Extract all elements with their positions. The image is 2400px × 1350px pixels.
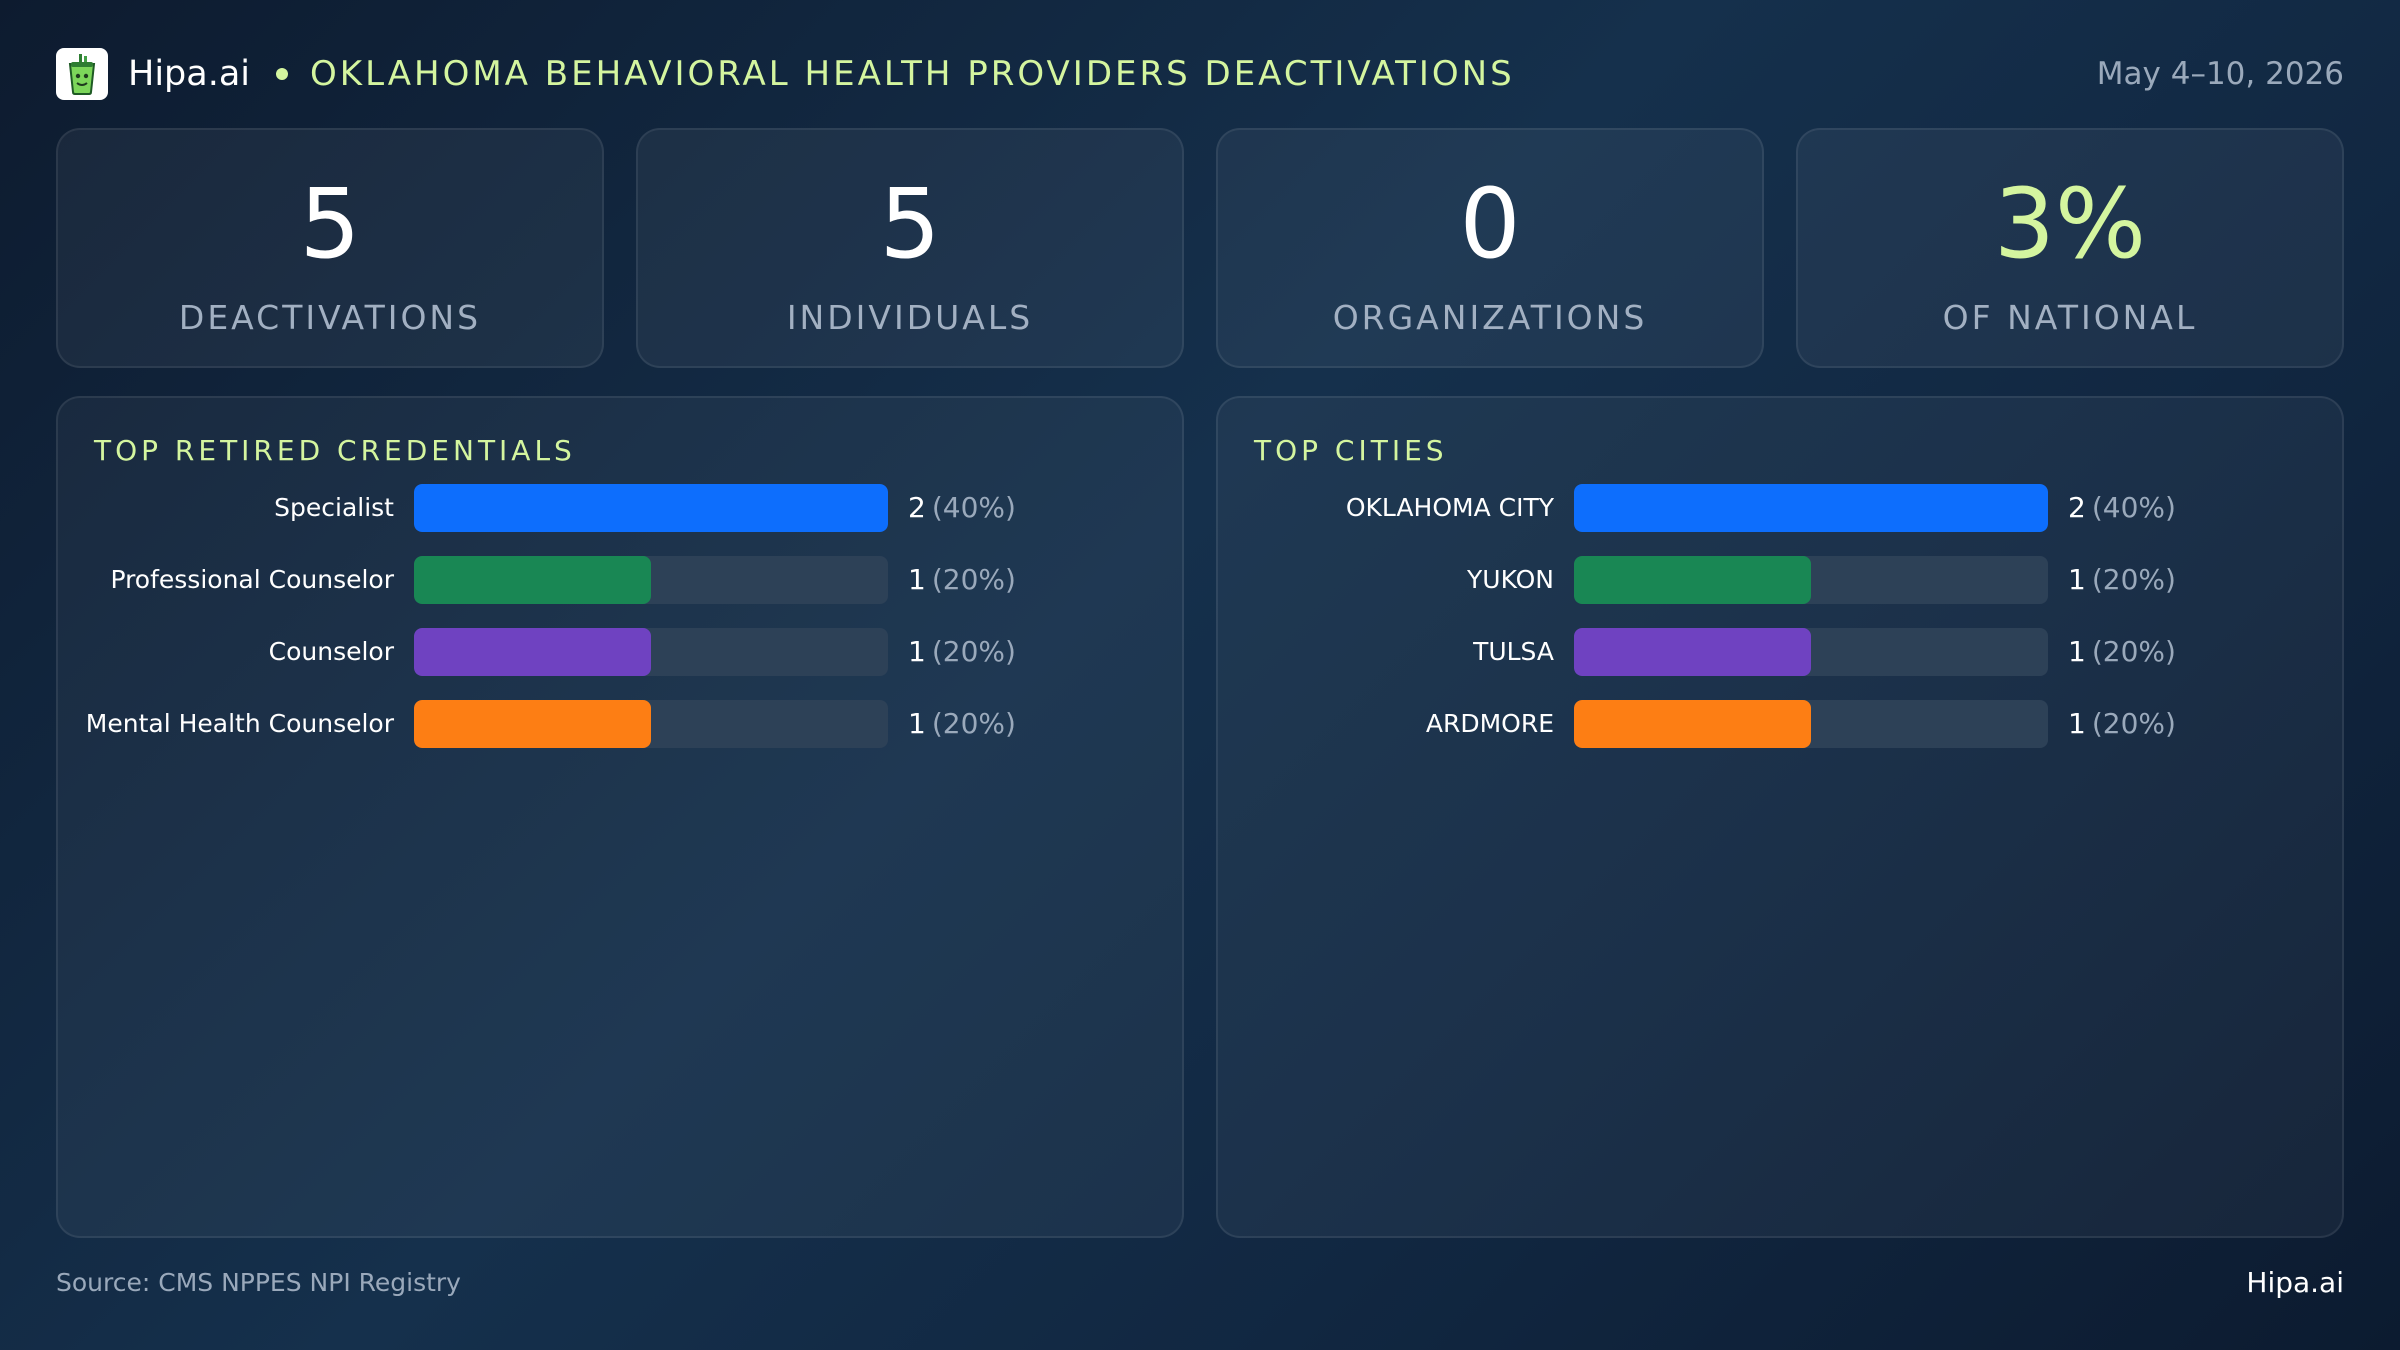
bar-track — [1574, 700, 2048, 748]
bar-rows: OKLAHOMA CITY 2 (40%) YUKON 1 (20%) TULSA 1 (20%… — [1218, 484, 2342, 772]
panel-title: TOP RETIRED CREDENTIALS — [94, 434, 576, 467]
bar-row: YUKON 1 (20%) — [1218, 556, 2342, 604]
bar-percent: (20%) — [931, 707, 1016, 740]
bar-label: OKLAHOMA CITY — [1345, 493, 1554, 522]
report-title: OKLAHOMA BEHAVIORAL HEALTH PROVIDERS DEA… — [310, 54, 1515, 94]
bar-count: 2 — [908, 491, 926, 524]
bar-track — [414, 628, 888, 676]
bar-value-label: 2 (40%) — [908, 484, 1016, 532]
bar — [1574, 628, 1811, 676]
brand-name: Hipa.ai — [128, 54, 251, 94]
panel-title: TOP CITIES — [1254, 434, 1448, 467]
bar-row: ARDMORE 1 (20%) — [1218, 700, 2342, 748]
stat-card-organizations: 0 ORGANIZATIONS — [1216, 128, 1764, 368]
bar-percent: (20%) — [2091, 635, 2176, 668]
stat-value: 5 — [879, 168, 941, 280]
bar-row: Counselor 1 (20%) — [58, 628, 1182, 676]
bar-value-label: 1 (20%) — [908, 628, 1016, 676]
bar-row: TULSA 1 (20%) — [1218, 628, 2342, 676]
bar-track — [1574, 556, 2048, 604]
bar-percent: (20%) — [931, 635, 1016, 668]
cup-icon — [68, 54, 96, 95]
bar — [414, 556, 651, 604]
stat-card-deactivations: 5 DEACTIVATIONS — [56, 128, 604, 368]
bar-label: YUKON — [1467, 565, 1554, 594]
bar-label: Specialist — [274, 493, 394, 522]
stat-value: 3% — [1993, 168, 2147, 280]
bar — [414, 484, 888, 532]
bar-value-label: 1 (20%) — [908, 700, 1016, 748]
bar-value-label: 1 (20%) — [2068, 700, 2176, 748]
footer-source: Source: CMS NPPES NPI Registry — [56, 1268, 461, 1297]
stat-card-individuals: 5 INDIVIDUALS — [636, 128, 1184, 368]
bar-row: Professional Counselor 1 (20%) — [58, 556, 1182, 604]
bar-count: 2 — [2068, 491, 2086, 524]
bar-count: 1 — [2068, 563, 2086, 596]
bar — [1574, 700, 1811, 748]
bar-percent: (20%) — [2091, 707, 2176, 740]
bar-percent: (20%) — [931, 563, 1016, 596]
bar-label: Mental Health Counselor — [85, 709, 394, 738]
stat-value: 0 — [1459, 168, 1521, 280]
bar-track — [414, 700, 888, 748]
credentials-panel: TOP RETIRED CREDENTIALS Specialist 2 (40%)… — [56, 396, 1184, 1238]
stat-label: DEACTIVATIONS — [178, 298, 482, 337]
bar-value-label: 2 (40%) — [2068, 484, 2176, 532]
bar-row: Mental Health Counselor 1 (20%) — [58, 700, 1182, 748]
bar-track — [414, 484, 888, 532]
stat-label: OF NATIONAL — [1942, 298, 2198, 337]
bar — [414, 700, 651, 748]
bar — [414, 628, 651, 676]
bar-count: 1 — [908, 563, 926, 596]
bar-track — [1574, 628, 2048, 676]
bar-row: Specialist 2 (40%) — [58, 484, 1182, 532]
bar-percent: (20%) — [2091, 563, 2176, 596]
bar-label: TULSA — [1473, 637, 1554, 666]
separator-dot — [276, 68, 289, 80]
bar-label: Professional Counselor — [110, 565, 394, 594]
logo — [56, 48, 108, 100]
bar-track — [1574, 484, 2048, 532]
bar-percent: (40%) — [931, 491, 1016, 524]
bar-value-label: 1 (20%) — [2068, 628, 2176, 676]
stat-cards: 5 DEACTIVATIONS 5 INDIVIDUALS 0 ORGANIZA… — [56, 128, 2344, 368]
header: Hipa.ai OKLAHOMA BEHAVIORAL HEALTH PROVI… — [56, 46, 2344, 102]
bar-count: 1 — [908, 707, 926, 740]
stat-label: INDIVIDUALS — [786, 298, 1034, 337]
bar-label: ARDMORE — [1425, 709, 1554, 738]
footer-brand: Hipa.ai — [2246, 1266, 2344, 1299]
bar-percent: (40%) — [2091, 491, 2176, 524]
bar-rows: Specialist 2 (40%) Professional Counselor 1(… — [58, 484, 1182, 772]
stat-label: ORGANIZATIONS — [1332, 298, 1648, 337]
date-range: May 4–10, 2026 — [2096, 56, 2344, 92]
stat-value: 5 — [299, 168, 361, 280]
stat-card-national-share: 3% OF NATIONAL — [1796, 128, 2344, 368]
bar-count: 1 — [2068, 707, 2086, 740]
bar — [1574, 484, 2048, 532]
bar — [1574, 556, 1811, 604]
bar-row: OKLAHOMA CITY 2 (40%) — [1218, 484, 2342, 532]
bar-label: Counselor — [268, 637, 394, 666]
bar-track — [414, 556, 888, 604]
cities-panel: TOP CITIES OKLAHOMA CITY 2 (40%) YUKON 1 (20%… — [1216, 396, 2344, 1238]
bar-value-label: 1 (20%) — [908, 556, 1016, 604]
chart-panels: TOP RETIRED CREDENTIALS Specialist 2 (40%)… — [56, 396, 2344, 1238]
bar-count: 1 — [2068, 635, 2086, 668]
bar-value-label: 1 (20%) — [2068, 556, 2176, 604]
bar-count: 1 — [908, 635, 926, 668]
